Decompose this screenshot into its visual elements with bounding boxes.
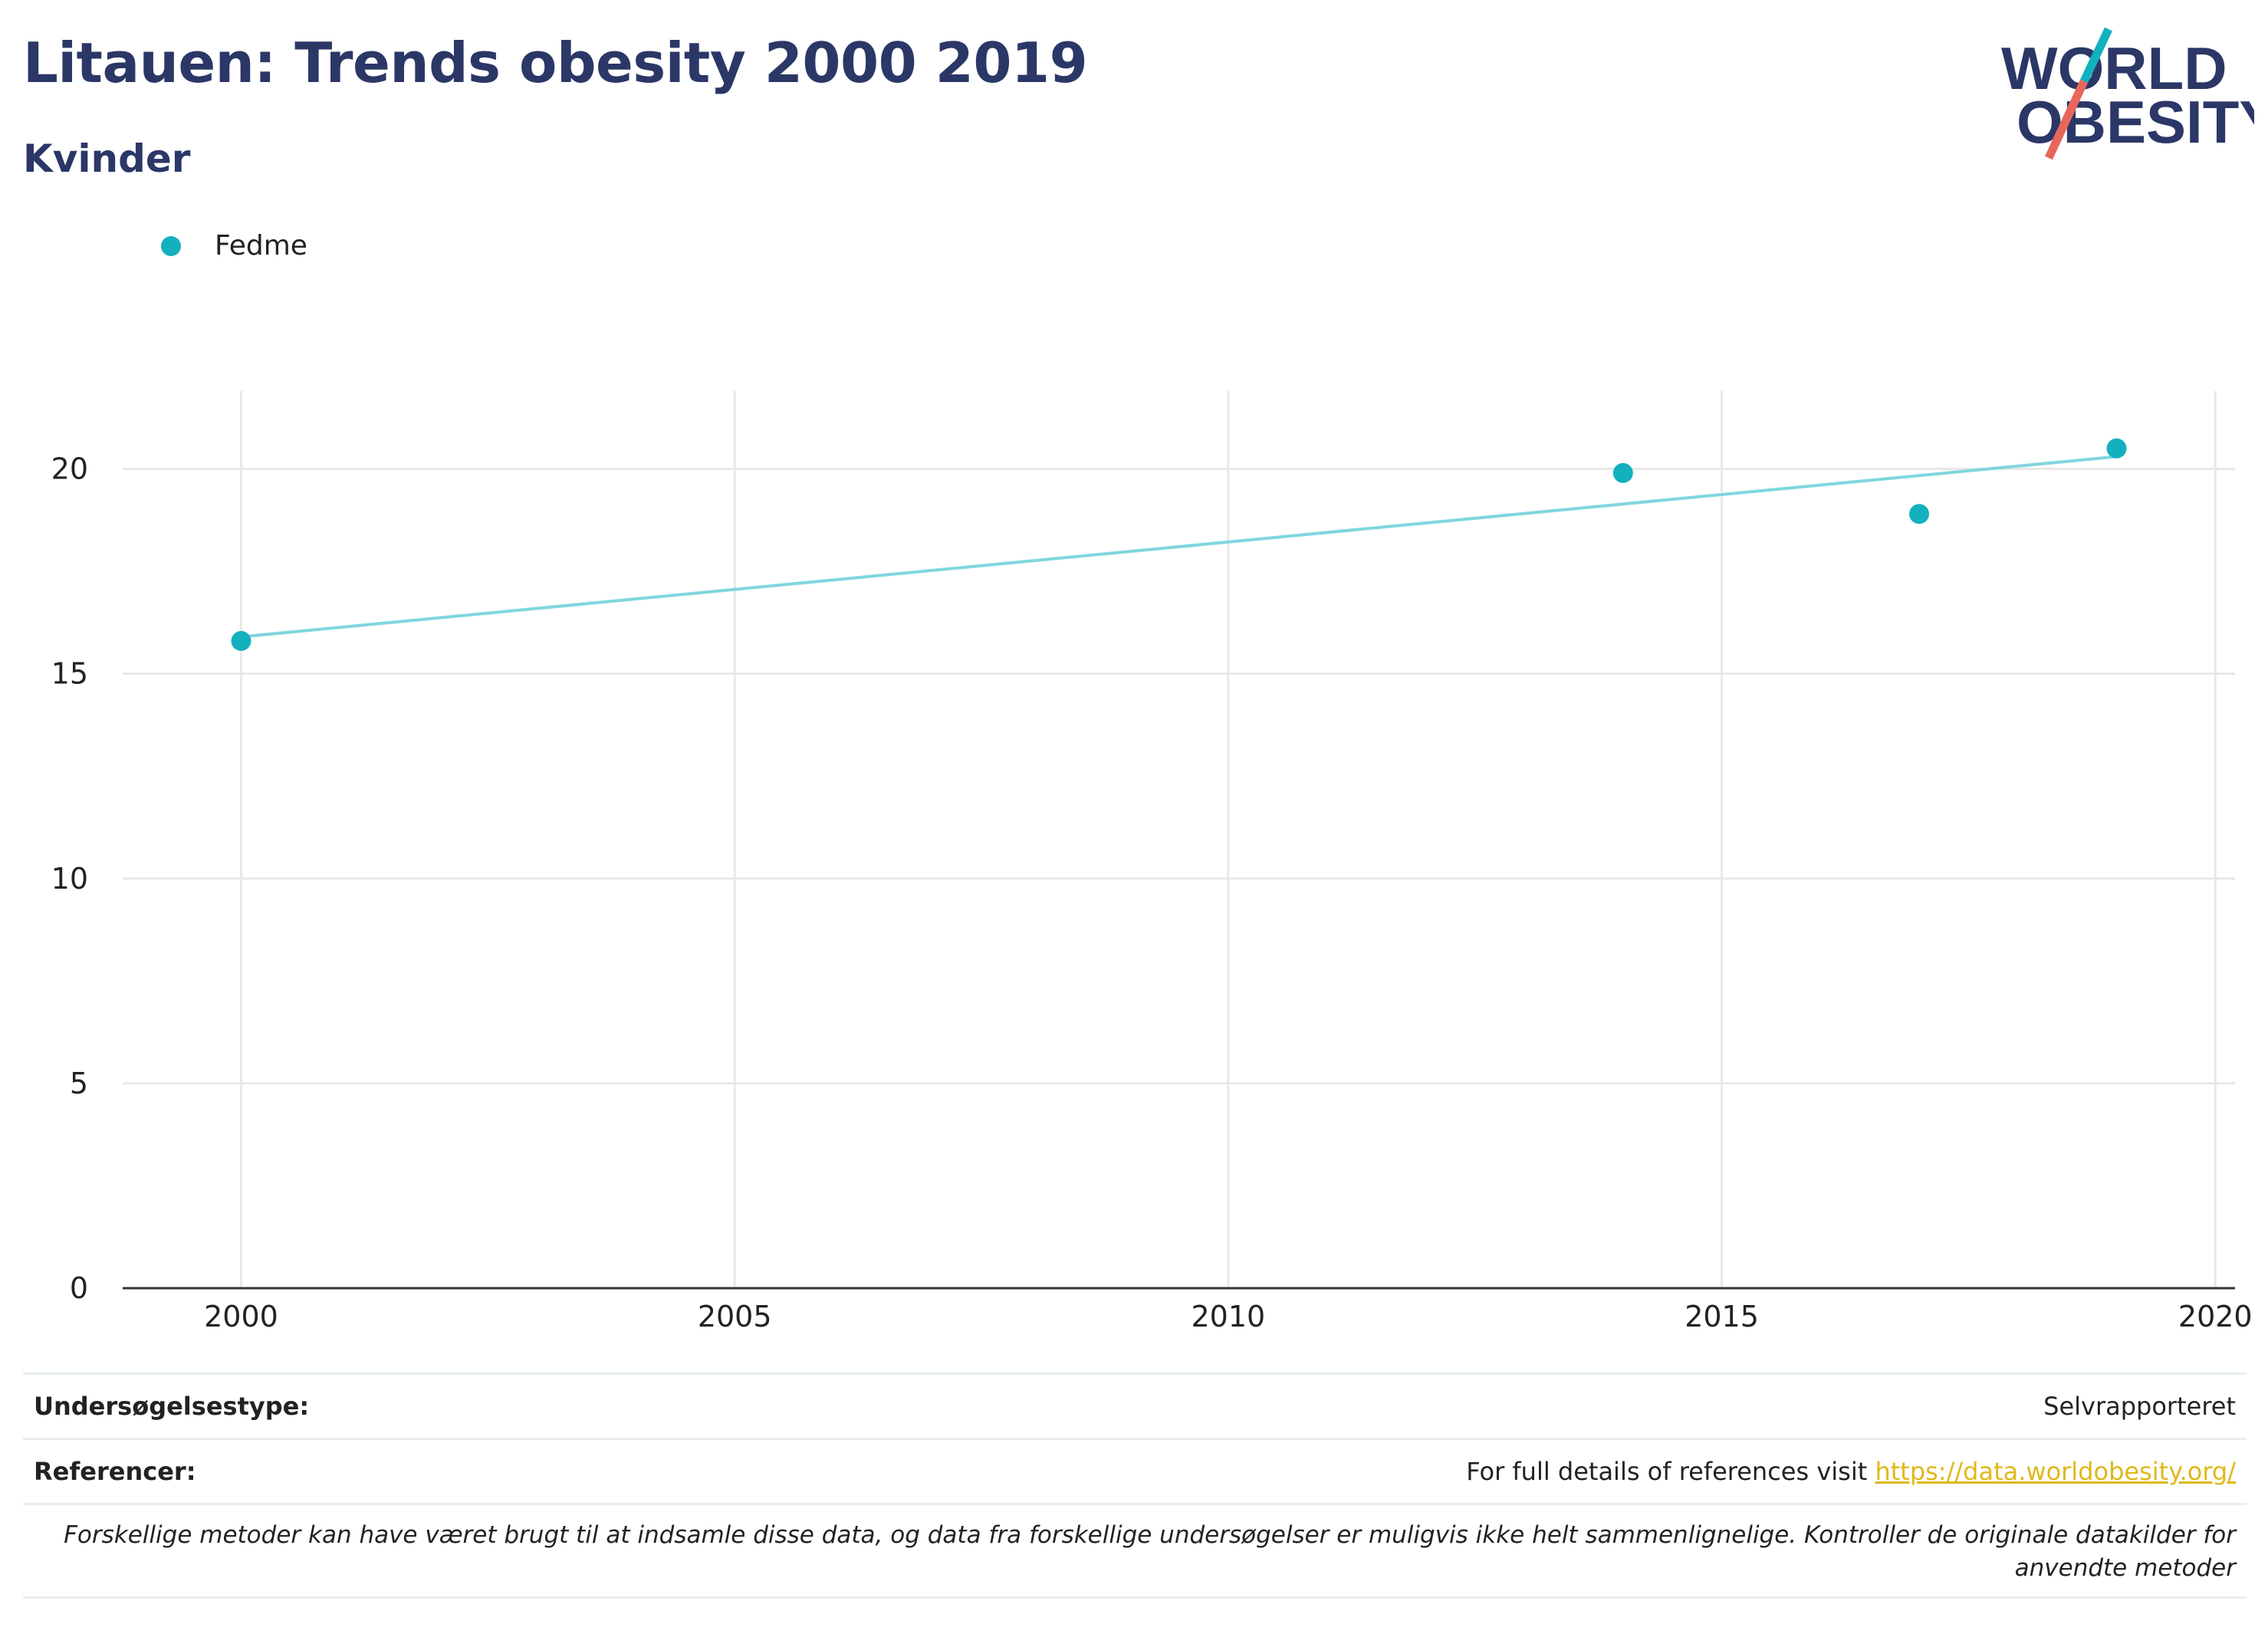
footer-row-references: Referencer: For full details of referenc… [23,1438,2247,1503]
survey-type-label: Undersøgelsestype: [34,1392,310,1421]
legend-label: Fedme [215,230,307,261]
x-tick-label: 2020 [2178,1300,2253,1333]
footer-row-survey: Undersøgelsestype: Selvrapporteret [23,1373,2247,1438]
chart-subtitle: Kvinder [23,136,191,181]
x-tick-label: 2000 [204,1300,278,1333]
data-point [1909,504,1930,524]
references-value: For full details of references visit htt… [1466,1457,2236,1486]
world-obesity-logo: WORLD OBESITY [2001,27,2254,160]
references-text: For full details of references visit [1466,1457,1875,1486]
references-link[interactable]: https://data.worldobesity.org/ [1875,1457,2236,1486]
references-label: Referencer: [34,1457,196,1486]
methodology-note: Forskellige metoder kan have været brugt… [23,1503,2247,1599]
logo-line-1: WORLD [2001,35,2227,102]
data-point [231,630,251,651]
y-tick-label: 0 [70,1271,88,1305]
chart-area: 2000 2005 2010 2015 2020 0 5 10 15 20 [51,391,2253,1333]
chart-title: Litauen: Trends obesity 2000 2019 [23,31,1088,95]
legend-marker [161,235,181,256]
y-tick-label: 20 [51,452,88,486]
trend-line [241,455,2117,639]
y-tick-label: 10 [51,862,88,896]
footer-table: Undersøgelsestype: Selvrapporteret Refer… [23,1373,2247,1599]
y-tick-label: 5 [70,1067,88,1100]
logo-slash-teal [2080,27,2112,84]
x-tick-label: 2005 [698,1300,772,1333]
y-tick-label: 15 [51,657,88,691]
x-tick-label: 2010 [1192,1300,1266,1333]
x-tick-label: 2015 [1685,1300,1759,1333]
survey-type-value: Selvrapporteret [2043,1392,2236,1421]
logo-slash-red [2045,79,2088,160]
legend[interactable]: Fedme [161,230,307,261]
data-point [2106,438,2127,459]
data-point [1612,462,1633,483]
